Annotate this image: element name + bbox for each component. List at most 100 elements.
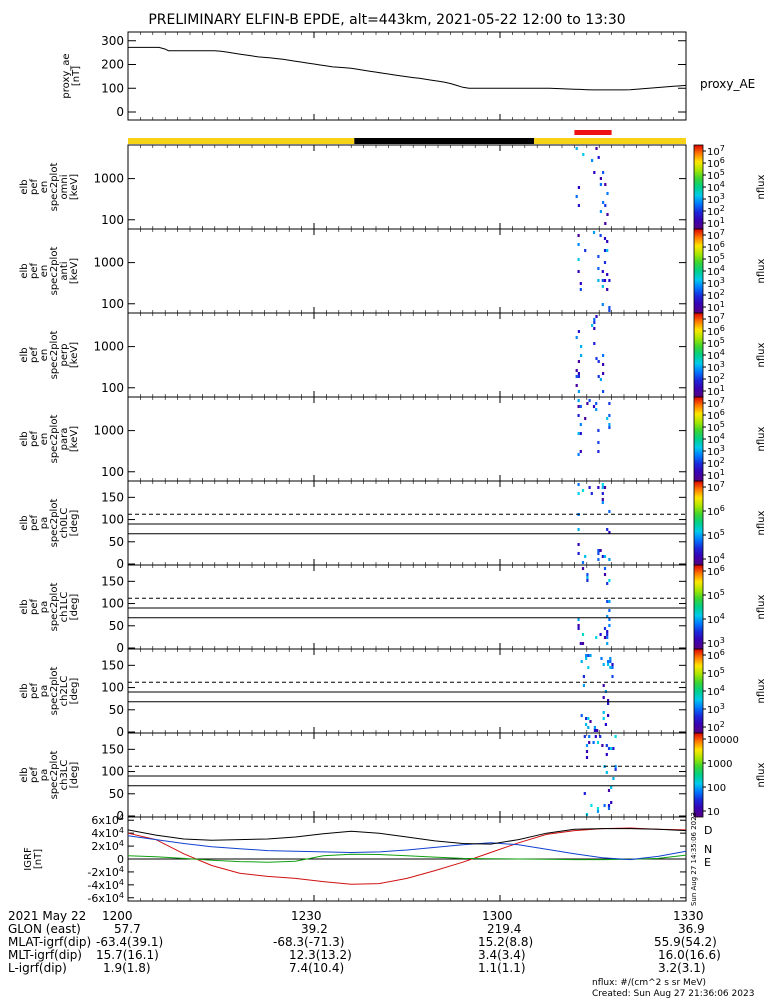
ylabel-pa_ch0: elb pef pa spec2plot ch0LC [deg]: [19, 499, 80, 548]
heatmap-cell: [606, 630, 609, 633]
heatmap-cell: [603, 249, 607, 252]
heatmap-cell: [597, 375, 600, 378]
y-tick-label: 100: [101, 765, 124, 779]
heatmap-cell: [607, 663, 610, 666]
heatmap-cell: [603, 636, 607, 639]
spectrogram-en_anti: [577, 231, 611, 312]
colorbar-tick-label: 106: [707, 240, 725, 254]
heatmap-cell: [606, 417, 609, 420]
heatmap-cell: [589, 720, 592, 723]
ylabel-line: [keV]: [69, 258, 80, 284]
heatmap-cell: [599, 633, 602, 636]
heatmap-cell: [607, 747, 611, 750]
ylabel-line: pef: [29, 179, 40, 196]
footer-value: 1.1(1.1): [478, 961, 526, 975]
proxy-ae-frame: [127, 31, 687, 121]
heatmap-cell: [575, 369, 578, 372]
heatmap-cell: [581, 489, 585, 492]
y-tick-label: 100: [101, 513, 124, 527]
heatmap-cell: [581, 561, 585, 564]
ylabel-igrf: IGRF [nT]: [23, 847, 44, 871]
colorbar-tick-label: 105: [707, 666, 725, 680]
ylabel-line: pef: [29, 683, 40, 700]
y-tick-label: 150: [101, 742, 124, 756]
ylabel-line: pef: [29, 515, 40, 532]
heatmap-cell: [587, 666, 590, 669]
heatmap-cell: [608, 423, 611, 426]
heatmap-cell: [581, 567, 585, 570]
heatmap-cell: [579, 423, 582, 426]
footer-value: 3.2(3.1): [658, 961, 706, 975]
heatmap-cell: [577, 330, 580, 333]
y-tick-label: 200: [101, 58, 124, 72]
colorbar-unit-label: nflux: [756, 594, 767, 619]
heatmap-cell: [577, 483, 580, 486]
colorbar-tick-label: 106: [707, 648, 725, 662]
heatmap-cell: [575, 375, 578, 378]
heatmap-cell: [603, 486, 607, 489]
heatmap-cell: [588, 399, 591, 402]
y-tick-label: 4x104: [91, 826, 124, 840]
heatmap-cell: [575, 147, 578, 150]
ylabel-line: en: [39, 265, 50, 278]
heatmap-cell: [604, 222, 607, 225]
heatmap-cell: [577, 270, 580, 273]
colorbar-tick-label: 107: [707, 144, 725, 158]
heatmap-cell: [596, 729, 599, 732]
heatmap-cell: [594, 735, 597, 738]
heatmap-cell: [577, 399, 580, 402]
ylabel-line: [deg]: [69, 762, 80, 789]
colorbar-tick-label: 105: [707, 252, 725, 266]
colorbar-tick-label: 103: [707, 702, 725, 716]
heatmap-cell: [607, 804, 611, 807]
ylabel-line: elb: [19, 599, 30, 614]
colorbar-tick-label: 106: [707, 408, 725, 422]
created-note: Created: Sun Aug 27 21:36:06 2023: [592, 989, 755, 999]
heatmap-cell: [581, 633, 585, 636]
footer-value: 1230: [291, 909, 322, 923]
heatmap-cell: [602, 201, 605, 204]
ylabel-line: pa: [39, 769, 50, 781]
y-tick-label: 1000: [93, 256, 124, 270]
ylabel-line: [keV]: [69, 426, 80, 452]
heatmap-cell: [606, 528, 609, 531]
heatmap-cell: [610, 801, 613, 804]
colorbar-tick-label: 106: [707, 324, 725, 338]
series-line-igrf-z: [127, 835, 687, 861]
ylabel-line: spec2plot: [49, 583, 60, 632]
heatmap-cell: [604, 723, 607, 726]
heatmap-cell: [603, 567, 607, 570]
panel-frame-pa_ch1: [127, 564, 687, 650]
colorbar-tick-label: 104: [707, 348, 725, 362]
y-tick-label: 50: [109, 535, 124, 549]
colorbar-tick-label: 103: [707, 636, 725, 650]
ylabel-line: [keV]: [69, 174, 80, 200]
heatmap-cell: [602, 711, 605, 714]
ylabel-line: pef: [29, 347, 40, 364]
heatmap-cell: [603, 555, 607, 558]
colorbar-unit-label: nflux: [756, 342, 767, 367]
heatmap-cell: [579, 282, 582, 285]
ylabel-line: [deg]: [69, 678, 80, 705]
colorbar-en_omni: [693, 144, 704, 230]
colorbar-pa_ch2: [693, 648, 704, 734]
ylabel-line: pa: [39, 517, 50, 529]
heatmap-cell: [577, 390, 580, 393]
heatmap-cell: [608, 510, 611, 513]
heatmap-cell: [595, 402, 598, 405]
colorbar-tick-label: 101: [707, 216, 725, 230]
heatmap-cell: [575, 384, 578, 387]
ylabel-line: elb: [19, 515, 30, 530]
footer-value: -68.3(-71.3): [273, 935, 345, 949]
heatmap-cell: [593, 318, 596, 321]
colorbar-tick-label: 105: [707, 420, 725, 434]
heatmap-cell: [597, 429, 600, 432]
colorbar-en_perp: [693, 312, 704, 398]
footer-row-label: L-igrf(dip): [8, 961, 67, 975]
ylabel-line: en: [39, 349, 50, 362]
y-tick-label: 0: [116, 809, 124, 823]
igrf-side-note: Sun Aug 27 14:35:06 2023: [690, 812, 698, 906]
y-tick-label: 0: [116, 557, 124, 571]
heatmap-cell: [601, 486, 604, 489]
colorbar-unit-label: nflux: [756, 678, 767, 703]
